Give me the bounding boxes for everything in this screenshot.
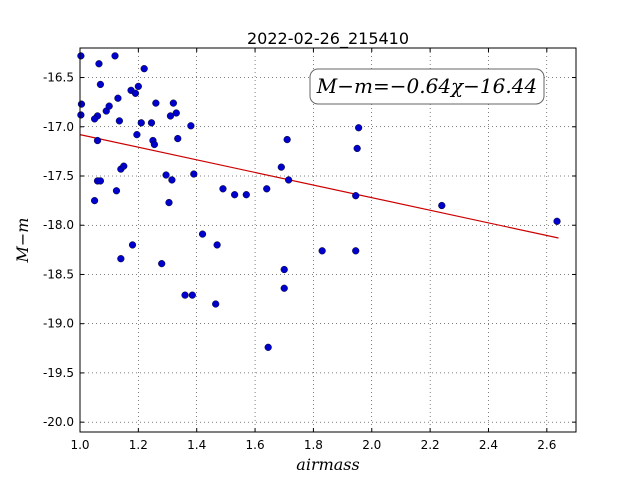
data-point [553,217,561,225]
data-point [90,197,99,205]
data-point [168,176,176,184]
x-tick-label: 1.2 [129,438,148,452]
data-point [352,192,360,200]
data-point [190,170,198,178]
x-tick-label: 1.4 [187,438,206,452]
data-point [169,99,177,107]
data-points [77,52,561,351]
data-point [280,265,288,274]
data-point [212,300,220,308]
data-point [134,82,142,91]
data-point [187,122,195,130]
axis-ticks: 1.0 1.2 1.4 1.6 1.8 2.0 2.2 2.4 2.6 -16.5 -17.0 -17… [43,48,576,452]
data-point [111,52,119,60]
data-point [318,247,326,255]
data-point [150,140,159,149]
data-point [181,291,189,299]
data-point [219,185,227,193]
data-point [277,163,285,171]
data-point [77,52,85,60]
grid [79,48,576,432]
data-point [133,131,141,139]
fit-equation-box: M−m=−0.64χ−16.44 [309,68,545,105]
data-point [355,124,363,132]
data-point [96,177,105,185]
data-point [112,187,121,195]
data-point [263,185,271,193]
data-point [95,60,103,68]
fit-line-group [79,134,559,239]
data-point [162,171,170,179]
data-point [242,191,250,199]
data-point [172,109,180,117]
data-point [96,80,105,89]
plot-frame [79,47,577,433]
chart-title: 2022-02-26_215410 [247,29,409,49]
data-point [285,176,293,184]
y-tick-label: -18.5 [43,267,74,281]
fit-line [79,134,559,239]
x-tick-label: 1.8 [304,438,323,452]
x-tick-label: 1.6 [246,438,265,452]
data-point [264,343,272,351]
data-point [128,241,137,249]
data-point [77,100,86,108]
y-tick-label: -19.0 [43,317,74,331]
x-tick-label: 2.4 [479,438,498,452]
y-tick-label: -17.0 [43,120,74,134]
data-point [353,144,361,153]
x-tick-label: 1.0 [70,438,89,452]
data-point [90,115,99,123]
fit-equation-frame [309,68,545,105]
fit-equation-text: M−m=−0.64χ−16.44 [316,74,537,98]
data-point [147,119,156,127]
data-point [174,134,182,143]
data-point [137,119,145,127]
data-point [283,135,291,144]
y-tick-label: -17.5 [43,169,74,183]
data-point [280,284,288,292]
data-point [120,162,128,170]
data-point [117,255,125,263]
y-tick-label: -18.0 [43,218,74,232]
y-tick-label: -16.5 [43,71,74,85]
data-point [115,117,123,125]
data-point [140,65,148,73]
x-tick-label: 2.2 [421,438,440,452]
data-point [198,230,207,238]
data-point [131,89,140,97]
data-point [114,94,122,102]
y-tick-label: -20.0 [43,415,74,429]
data-point [93,136,102,145]
y-tick-label: -19.5 [43,366,74,380]
x-tick-label: 2.6 [537,438,556,452]
data-point [231,191,239,199]
data-point [158,260,166,268]
data-point [165,198,173,207]
data-point [105,102,113,110]
y-axis-label: M−m [13,218,32,264]
data-point [438,201,446,210]
data-point [188,291,196,299]
x-tick-label: 2.0 [362,438,381,452]
data-point [152,99,160,107]
data-point [213,241,221,249]
data-point [352,247,360,255]
data-point [77,111,85,119]
data-point [166,112,175,120]
x-axis-label: airmass [296,455,359,474]
